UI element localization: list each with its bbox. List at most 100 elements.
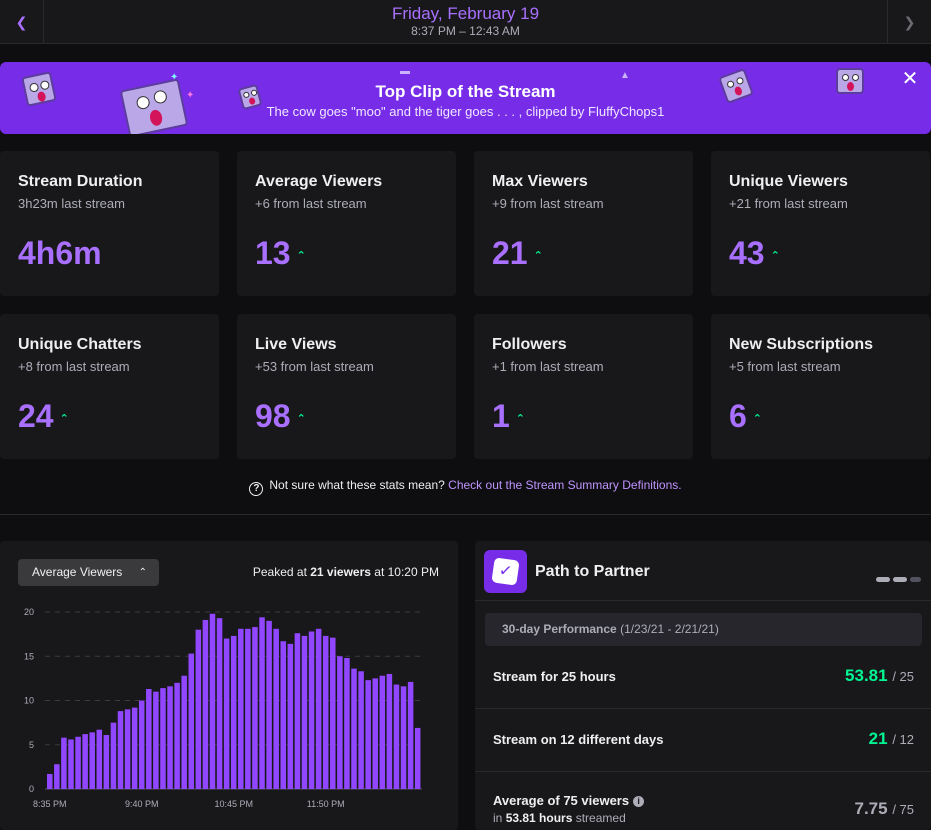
stat-card: Stream Duration 3h23m last stream 4h6m (0, 151, 219, 296)
chart-bar[interactable] (266, 620, 272, 789)
chart-bar[interactable] (287, 643, 294, 789)
chart-bar[interactable] (315, 628, 322, 789)
chart-bar[interactable] (238, 628, 244, 789)
carousel-dots[interactable] (873, 569, 921, 587)
chart-bar[interactable] (330, 637, 336, 789)
chart-bar[interactable] (230, 635, 237, 789)
trend-up-icon: ⌃ (296, 413, 306, 426)
chart-bar[interactable] (393, 684, 400, 789)
next-stream-button[interactable]: ❯ (887, 0, 931, 44)
definitions-link[interactable]: Check out the Stream Summary Definitions… (448, 478, 682, 492)
chart-bar[interactable] (82, 734, 88, 789)
partner-header: ✓ Path to Partner (475, 541, 931, 601)
stat-card: New Subscriptions +5 from last stream 6 ⌃ (711, 314, 930, 459)
partner-requirement-row: Stream for 25 hours 53.81 / 25 (475, 647, 931, 709)
confetti-icon: ▲ (620, 70, 630, 81)
chart-bar[interactable] (365, 680, 371, 789)
chart-bar[interactable] (188, 653, 195, 789)
chart-bar[interactable] (47, 773, 53, 789)
chart-bar[interactable] (216, 618, 223, 789)
y-tick-label: 15 (24, 651, 34, 661)
chart-bar[interactable] (153, 691, 159, 789)
stat-card: Max Viewers +9 from last stream 21 ⌃ (474, 151, 693, 296)
chart-bar[interactable] (322, 635, 329, 789)
partner-requirement-row: Stream on 12 different days 21 / 12 (475, 710, 931, 772)
chart-bar[interactable] (61, 737, 67, 789)
chart-bar[interactable] (131, 707, 138, 789)
stat-delta: +6 from last stream (255, 196, 367, 211)
checkmark-badge-icon: ✓ (484, 550, 527, 593)
x-tick-label: 10:45 PM (214, 799, 253, 809)
chart-bar[interactable] (337, 656, 343, 789)
top-clip-banner[interactable]: ✦ ✦ ▬ ▲ Top Clip of the Stream The cow g… (0, 62, 931, 134)
chevron-left-icon: ❮ (15, 13, 28, 30)
chart-bar[interactable] (181, 675, 187, 789)
info-icon[interactable]: i (633, 796, 645, 807)
clip-subtitle: The cow goes "moo" and the tiger goes . … (266, 104, 665, 119)
trend-up-icon: ⌃ (296, 250, 306, 263)
chart-bar[interactable] (209, 613, 216, 789)
y-tick-label: 0 (29, 784, 34, 794)
partner-requirement-row: Average of 75 viewers i in 53.81 hours st… (475, 773, 931, 830)
partner-title: Path to Partner (535, 563, 650, 580)
previous-stream-button[interactable]: ❮ (0, 0, 44, 44)
chart-bar[interactable] (386, 673, 393, 789)
requirement-progress: 7.75 / 75 (854, 799, 914, 818)
chart-bar[interactable] (273, 628, 279, 789)
chart-bar[interactable] (160, 688, 166, 789)
date-navigation-bar: ❮ Friday, February 19 8:37 PM – 12:43 AM… (0, 0, 931, 44)
chart-bar[interactable] (245, 628, 251, 789)
chart-bar[interactable] (146, 688, 152, 789)
metric-select[interactable]: Average Viewers ⌃ (18, 559, 159, 586)
chart-bar[interactable] (138, 700, 145, 790)
chart-bar[interactable] (195, 629, 202, 789)
chart-bar[interactable] (400, 686, 407, 789)
chart-bar[interactable] (252, 627, 258, 789)
stat-label: Stream Duration (18, 173, 143, 190)
stat-value: 43 ⌃ (729, 235, 780, 271)
clip-title: Top Clip of the Stream (375, 82, 556, 101)
chart-bar[interactable] (407, 681, 414, 789)
trend-up-icon: ⌃ (515, 413, 526, 426)
close-banner-button[interactable]: ✕ (899, 68, 921, 90)
chart-bar[interactable] (294, 633, 301, 789)
y-tick-label: 10 (24, 696, 34, 706)
chart-bar[interactable] (414, 727, 421, 789)
chart-bar[interactable] (301, 635, 308, 789)
chart-bar[interactable] (259, 617, 265, 789)
chart-bar[interactable] (110, 722, 117, 789)
trend-up-icon: ⌃ (770, 250, 780, 263)
chart-bar[interactable] (358, 671, 364, 789)
question-icon: ? (249, 482, 264, 496)
chart-bar[interactable] (344, 658, 350, 789)
viewers-bar-chart: 0 5 10 15 20 8:35 PM 9:40 PM 10:45 PM 11:50 PM (24, 607, 422, 809)
performance-period: 30-day Performance (1/23/21 - 2/21/21) (485, 613, 922, 646)
chart-bar[interactable] (75, 736, 81, 789)
stat-delta: 3h23m last stream (18, 196, 125, 211)
chart-bar[interactable] (117, 711, 124, 789)
stat-card: Unique Viewers +21 from last stream 43 ⌃ (711, 151, 930, 296)
chart-bar[interactable] (379, 675, 386, 789)
stat-label: Unique Chatters (18, 336, 142, 353)
chart-bar[interactable] (372, 678, 378, 789)
chart-bar[interactable] (96, 729, 103, 789)
chart-bar[interactable] (167, 686, 173, 789)
requirement-text: Stream on 12 different days (493, 732, 664, 747)
chart-bar[interactable] (89, 732, 95, 789)
chevron-right-icon: ❯ (903, 13, 916, 30)
select-arrows-icon: ⌃ (138, 567, 147, 578)
chart-bar[interactable] (103, 735, 110, 789)
chart-bar[interactable] (308, 631, 315, 789)
stat-delta: +9 from last stream (492, 196, 604, 211)
stat-label: Unique Viewers (729, 173, 848, 190)
chart-bar[interactable] (280, 641, 287, 789)
chart-bar[interactable] (202, 619, 209, 789)
stat-card: Live Views +53 from last stream 98 ⌃ (237, 314, 456, 459)
chart-bar[interactable] (174, 682, 180, 789)
chart-bar[interactable] (351, 668, 357, 789)
chart-bar[interactable] (54, 764, 60, 789)
chart-bar[interactable] (68, 739, 74, 789)
stat-label: Followers (492, 336, 567, 353)
chart-bar[interactable] (223, 638, 230, 789)
chart-bar[interactable] (124, 709, 131, 789)
